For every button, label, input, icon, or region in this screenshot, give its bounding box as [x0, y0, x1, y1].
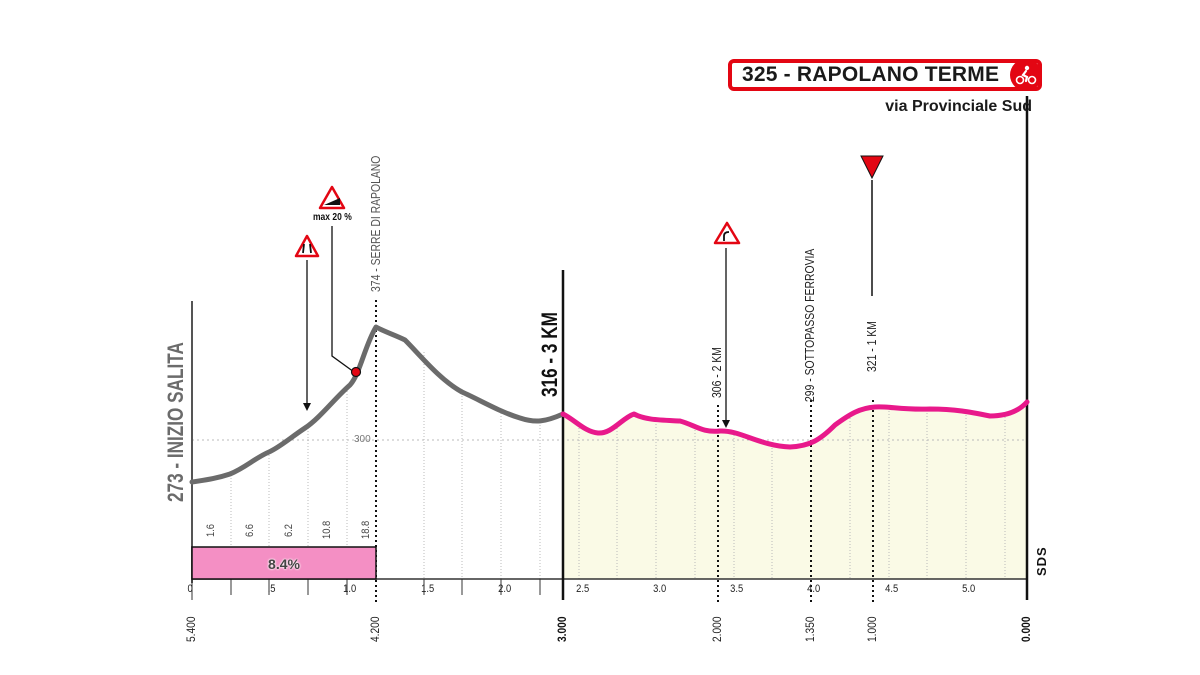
- x-tick: 2.5: [576, 583, 590, 595]
- finish-title: 325 - RAPOLANO TERME: [742, 63, 1000, 86]
- distance-to-finish: 0.000: [1019, 616, 1033, 642]
- km3-label: 316 - 3 KM: [537, 312, 562, 397]
- altitude-300-label: 300: [354, 434, 371, 445]
- x-tick: 4.0: [807, 583, 821, 595]
- brand-logo: SDS: [1034, 546, 1049, 576]
- distance-to-finish: 4.200: [368, 616, 382, 642]
- start-label: 273 - INIZIO SALITA: [163, 342, 188, 502]
- x-tick: 1.0: [343, 583, 357, 595]
- max-gradient-point: [350, 366, 362, 378]
- segment-gradient: 6.2: [283, 523, 295, 537]
- flamme-rouge-icon: [860, 155, 884, 180]
- narrow-road-sign-icon: [294, 234, 320, 258]
- distance-to-finish: 1.350: [803, 616, 817, 642]
- x-tick: 3.0: [653, 583, 667, 595]
- climb-profile-line: [189, 324, 566, 485]
- average-gradient-bar: [191, 546, 377, 580]
- segment-gradient: 18.8: [360, 520, 372, 539]
- cyclist-finish-icon: [1010, 59, 1042, 91]
- x-tick: 1.5: [421, 583, 435, 595]
- segment-gradient: 6.6: [244, 523, 256, 537]
- average-gradient-label: 8.4%: [268, 555, 300, 572]
- x-tick: 3.5: [730, 583, 744, 595]
- x-tick: 5.0: [962, 583, 976, 595]
- distance-to-finish: 2.000: [710, 616, 724, 642]
- final-section-fill: [563, 402, 1027, 579]
- km2-label: 306 - 2 KM: [709, 347, 724, 398]
- final-profile-line: [560, 399, 1030, 450]
- x-tick: 4.5: [885, 583, 899, 595]
- curve-sign-icon: [713, 221, 741, 245]
- distance-to-finish: 3.000: [555, 616, 569, 642]
- distance-to-finish: 1.000: [865, 616, 879, 642]
- underpass-label: 299 - SOTTOPASSO FERROVIA: [802, 248, 817, 402]
- max-gradient-label: max 20 %: [313, 212, 352, 223]
- finish-subtitle: via Provinciale Sud: [885, 98, 1032, 115]
- marker-dotted-lines: [375, 300, 874, 605]
- steep-climb-sign-icon: [318, 185, 346, 210]
- x-axis-ticks: [191, 579, 541, 600]
- x-tick: 2.0: [498, 583, 512, 595]
- segment-gradient: 10.8: [321, 520, 333, 539]
- km1-label: 321 - 1 KM: [864, 321, 879, 372]
- max-gradient-leader: [331, 226, 355, 373]
- segment-gradient: 1.6: [205, 523, 217, 537]
- vertical-gridlines: [230, 352, 1006, 579]
- x-tick: .5: [267, 583, 276, 595]
- distance-to-finish: 5.400: [184, 616, 198, 642]
- x-tick: 0: [187, 583, 193, 595]
- finish-title-box: 325 - RAPOLANO TERME: [728, 59, 1042, 91]
- summit-label: 374 - SERRE DI RAPOLANO: [368, 155, 383, 292]
